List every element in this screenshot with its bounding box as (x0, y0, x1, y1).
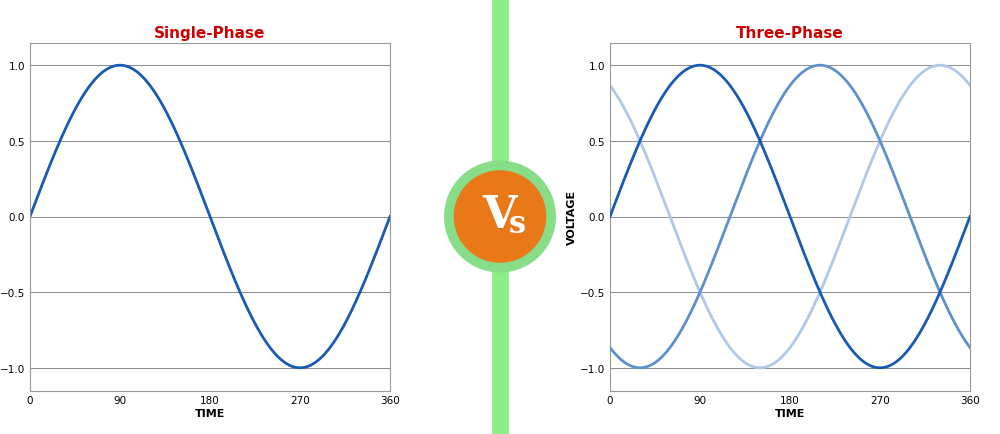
Text: s: s (508, 209, 526, 240)
X-axis label: TIME: TIME (775, 408, 805, 418)
Circle shape (444, 161, 556, 273)
Text: V: V (483, 193, 517, 236)
Title: Single-Phase: Single-Phase (154, 26, 266, 41)
Title: Three-Phase: Three-Phase (736, 26, 844, 41)
Circle shape (454, 171, 546, 263)
X-axis label: TIME: TIME (195, 408, 225, 418)
Y-axis label: VOLTAGE: VOLTAGE (567, 190, 577, 244)
